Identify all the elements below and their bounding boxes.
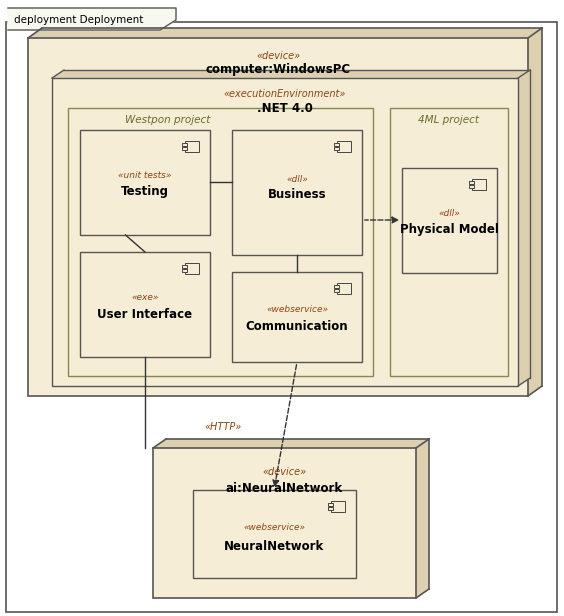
Bar [28, 38, 528, 396]
Bar [182, 147, 187, 150]
Text: Westpon project: Westpon project [125, 115, 211, 125]
Bar [193, 490, 356, 578]
Text: «unit tests»: «unit tests» [118, 171, 171, 179]
Bar [153, 448, 416, 598]
Bar [472, 179, 486, 190]
Text: Business: Business [268, 188, 327, 201]
Text: 4ML project: 4ML project [418, 115, 479, 125]
Text: «device»: «device» [256, 51, 300, 61]
Bar [68, 108, 373, 376]
Bar [337, 283, 351, 294]
Bar [469, 181, 474, 184]
Bar [185, 263, 199, 274]
Polygon shape [528, 28, 542, 396]
Bar [232, 130, 362, 255]
Text: .NET 4.0: .NET 4.0 [257, 102, 313, 115]
Polygon shape [416, 439, 429, 598]
Text: NeuralNetwork: NeuralNetwork [224, 540, 324, 553]
Bar [402, 168, 497, 273]
Bar [334, 285, 339, 288]
Bar [182, 269, 187, 272]
Text: «HTTP»: «HTTP» [204, 422, 241, 432]
Bar [185, 141, 199, 152]
Bar [52, 78, 518, 386]
Bar [469, 185, 474, 188]
Bar [328, 507, 333, 510]
Text: «exe»: «exe» [131, 293, 158, 301]
Bar [232, 272, 362, 362]
Text: computer:WindowsPC: computer:WindowsPC [205, 63, 351, 76]
Bar [334, 147, 339, 150]
Text: «dll»: «dll» [286, 176, 308, 185]
Bar [337, 141, 351, 152]
Text: «dll»: «dll» [438, 208, 460, 217]
Text: User Interface: User Interface [98, 307, 192, 320]
Bar [331, 501, 345, 512]
Text: Testing: Testing [121, 185, 169, 198]
Bar [182, 265, 187, 268]
Text: «device»: «device» [262, 467, 306, 477]
Text: ai:NeuralNetwork: ai:NeuralNetwork [226, 482, 342, 495]
Polygon shape [28, 28, 542, 38]
Polygon shape [8, 8, 176, 30]
Text: Physical Model: Physical Model [399, 224, 499, 237]
Bar [390, 108, 508, 376]
Bar [334, 143, 339, 146]
Polygon shape [52, 70, 530, 78]
Polygon shape [518, 70, 530, 386]
Text: Communication: Communication [246, 320, 349, 333]
Bar [334, 289, 339, 292]
Polygon shape [153, 439, 429, 448]
Bar [182, 143, 187, 146]
Bar [80, 252, 210, 357]
Bar [80, 130, 210, 235]
Text: deployment Deployment: deployment Deployment [14, 15, 143, 25]
Text: «webservice»: «webservice» [243, 524, 305, 532]
Text: «executionEnvironment»: «executionEnvironment» [224, 89, 346, 99]
Bar [328, 503, 333, 506]
Text: «webservice»: «webservice» [266, 306, 328, 315]
